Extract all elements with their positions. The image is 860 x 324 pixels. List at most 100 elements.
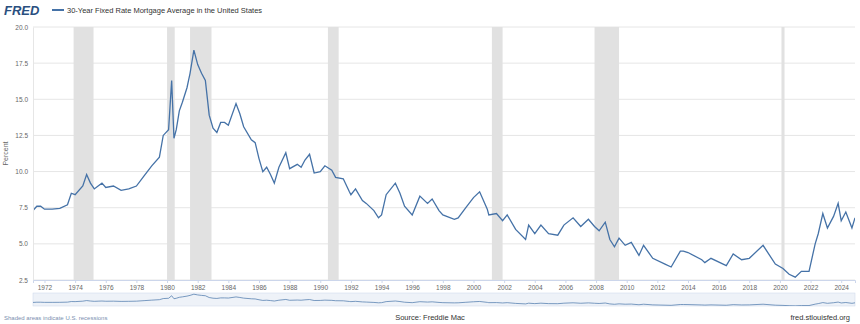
x-tick-mark xyxy=(719,280,720,283)
x-tick: 1980 xyxy=(160,280,175,291)
x-tick-label: 1996 xyxy=(405,284,420,291)
x-tick-label: 2010 xyxy=(620,284,635,291)
x-tick-mark xyxy=(565,280,566,283)
x-tick-mark xyxy=(811,280,812,283)
x-tick: 2006 xyxy=(559,280,574,291)
legend-label: 30-Year Fixed Rate Mortgage Average in t… xyxy=(67,6,262,15)
x-tick-label: 2022 xyxy=(804,284,819,291)
x-tick: 1978 xyxy=(130,280,145,291)
x-tick-mark xyxy=(535,280,536,283)
y-axis-title: Percent xyxy=(2,141,9,165)
x-tick-mark xyxy=(657,280,658,283)
x-tick-label: 2004 xyxy=(528,284,543,291)
x-tick-label: 1972 xyxy=(38,284,53,291)
x-tick: 1990 xyxy=(314,280,329,291)
grid-line xyxy=(33,99,855,100)
x-tick-label: 1994 xyxy=(375,284,390,291)
site-link[interactable]: fred.stlouisfed.org xyxy=(790,313,850,322)
y-tick-label: 20.0 xyxy=(15,24,28,31)
x-tick-label: 2002 xyxy=(497,284,512,291)
y-tick: 12.5 xyxy=(15,132,33,139)
x-tick-label: 2020 xyxy=(773,284,788,291)
y-tick: 10.0 xyxy=(15,168,33,175)
recession-band xyxy=(781,27,784,280)
y-tick-label: 7.5 xyxy=(19,204,28,211)
recession-band xyxy=(74,27,94,280)
x-tick: 1988 xyxy=(283,280,298,291)
x-tick: 1996 xyxy=(405,280,420,291)
source: Source: Freddie Mac xyxy=(395,313,465,322)
x-tick-label: 2014 xyxy=(681,284,696,291)
x-tick-label: 1974 xyxy=(68,284,83,291)
x-tick: 2010 xyxy=(620,280,635,291)
x-tick-mark xyxy=(198,280,199,283)
x-tick-label: 1978 xyxy=(130,284,145,291)
x-tick-mark xyxy=(351,280,352,283)
x-tick: 1992 xyxy=(344,280,359,291)
y-tick-label: 12.5 xyxy=(15,132,28,139)
grid-line xyxy=(33,27,855,28)
data-line xyxy=(33,50,855,277)
logo: FRED xyxy=(4,3,40,18)
x-tick-mark xyxy=(443,280,444,283)
x-tick: 1976 xyxy=(99,280,114,291)
x-tick-mark xyxy=(106,280,107,283)
y-axis: 2.55.07.510.012.515.017.520.0 xyxy=(15,24,33,284)
x-tick-mark xyxy=(473,280,474,283)
x-tick-label: 1984 xyxy=(222,284,237,291)
x-tick-mark xyxy=(841,280,842,283)
grid xyxy=(33,27,855,280)
chart-container: FRED 30-Year Fixed Rate Mortgage Average … xyxy=(0,0,860,324)
x-tick-mark xyxy=(688,280,689,283)
x-tick-mark xyxy=(382,280,383,283)
x-tick-label: 2024 xyxy=(834,284,849,291)
recession-band xyxy=(167,27,175,280)
recession-band xyxy=(328,27,339,280)
x-tick-mark xyxy=(596,280,597,283)
x-tick-mark xyxy=(75,280,76,283)
x-tick-mark xyxy=(320,280,321,283)
x-tick-mark xyxy=(749,280,750,283)
x-tick: 2024 xyxy=(834,280,849,291)
y-tick: 20.0 xyxy=(15,24,33,31)
x-tick: 2002 xyxy=(497,280,512,291)
x-tick-label: 2006 xyxy=(559,284,574,291)
x-tick-mark xyxy=(136,280,137,283)
x-tick-label: 2012 xyxy=(651,284,666,291)
x-tick-label: 2018 xyxy=(743,284,758,291)
x-tick-label: 2008 xyxy=(589,284,604,291)
navigator-line xyxy=(33,294,855,306)
x-tick: 2020 xyxy=(773,280,788,291)
x-tick: 2014 xyxy=(681,280,696,291)
y-tick-label: 10.0 xyxy=(15,168,28,175)
x-tick-label: 1998 xyxy=(436,284,451,291)
x-tick-mark xyxy=(504,280,505,283)
grid-line xyxy=(33,243,855,244)
x-tick-label: 1988 xyxy=(283,284,298,291)
x-tick-label: 2000 xyxy=(467,284,482,291)
x-tick-mark xyxy=(412,280,413,283)
grid-line xyxy=(33,135,855,136)
y-tick-label: 2.5 xyxy=(19,277,28,284)
navigator-plot xyxy=(33,294,855,306)
x-tick: 2022 xyxy=(804,280,819,291)
x-tick-mark xyxy=(167,280,168,283)
chart-svg: FRED 30-Year Fixed Rate Mortgage Average … xyxy=(0,0,860,324)
x-tick: 2004 xyxy=(528,280,543,291)
x-tick: 2000 xyxy=(467,280,482,291)
navigator[interactable] xyxy=(33,293,855,306)
x-axis: 1972 1974 1976 1978 1980 1982 1984 1986 1988 1990… xyxy=(34,280,856,291)
y-tick: 15.0 xyxy=(15,96,33,103)
x-tick: 1982 xyxy=(191,280,206,291)
x-tick-label: 1980 xyxy=(160,284,175,291)
x-tick-label: 1992 xyxy=(344,284,359,291)
y-axis-line xyxy=(33,28,34,281)
y-tick-label: 17.5 xyxy=(15,60,28,67)
x-tick-label: 1976 xyxy=(99,284,114,291)
x-tick-label: 1986 xyxy=(252,284,267,291)
x-tick: 2008 xyxy=(589,280,604,291)
x-tick-mark xyxy=(290,280,291,283)
y-tick: 7.5 xyxy=(19,204,33,211)
x-tick-label: 2016 xyxy=(712,284,727,291)
grid-line xyxy=(33,171,855,172)
